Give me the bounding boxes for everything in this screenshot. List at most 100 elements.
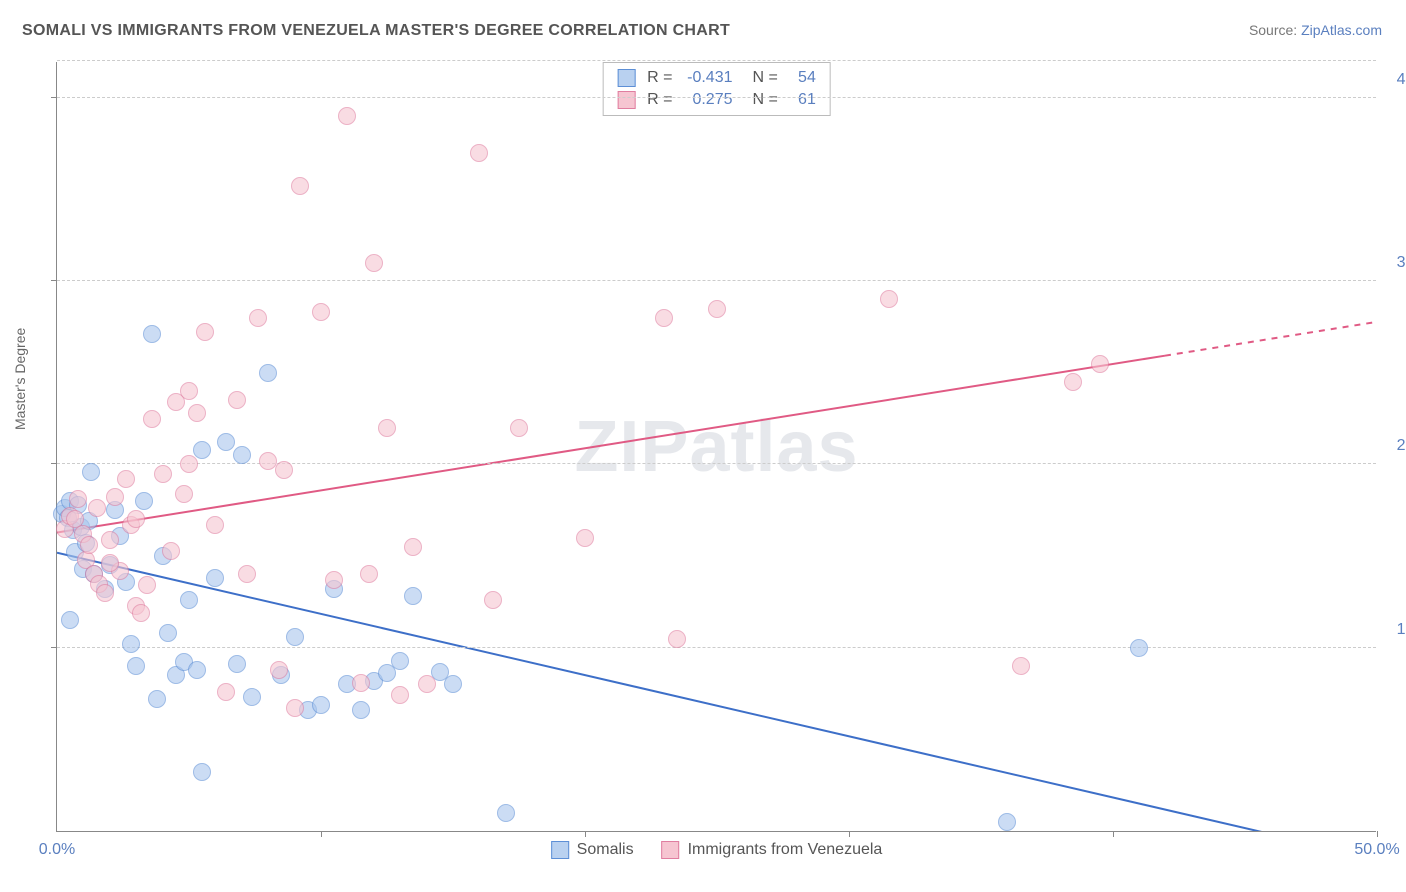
scatter-point bbox=[132, 604, 150, 622]
scatter-point bbox=[233, 446, 251, 464]
stats-row-venezuela: R = 0.275 N = 61 bbox=[603, 89, 830, 111]
gridline-h bbox=[57, 97, 1376, 98]
stats-row-somalis: R = -0.431 N = 54 bbox=[603, 67, 830, 89]
scatter-point bbox=[391, 686, 409, 704]
scatter-point bbox=[312, 303, 330, 321]
scatter-point bbox=[1064, 373, 1082, 391]
scatter-point bbox=[880, 290, 898, 308]
scatter-point bbox=[122, 635, 140, 653]
legend-label-venezuela: Immigrants from Venezuela bbox=[688, 841, 883, 859]
r-value-somalis: -0.431 bbox=[681, 69, 733, 87]
x-axis-tick-mark bbox=[585, 831, 586, 837]
source-attribution: Source: ZipAtlas.com bbox=[1249, 22, 1382, 38]
n-label: N = bbox=[753, 91, 778, 109]
x-tick-label: 50.0% bbox=[1354, 841, 1399, 859]
scatter-point bbox=[1130, 639, 1148, 657]
scatter-point bbox=[138, 576, 156, 594]
correlation-stats-box: R = -0.431 N = 54 R = 0.275 N = 61 bbox=[602, 62, 831, 116]
n-value-venezuela: 61 bbox=[786, 91, 816, 109]
y-tick-label: 20.0% bbox=[1397, 437, 1406, 455]
scatter-point bbox=[193, 763, 211, 781]
scatter-point bbox=[243, 688, 261, 706]
scatter-point bbox=[61, 611, 79, 629]
scatter-point bbox=[206, 569, 224, 587]
scatter-point bbox=[365, 254, 383, 272]
x-axis-tick-mark bbox=[1113, 831, 1114, 837]
y-tick-label: 40.0% bbox=[1397, 71, 1406, 89]
source-link[interactable]: ZipAtlas.com bbox=[1301, 22, 1382, 38]
scatter-point bbox=[360, 565, 378, 583]
scatter-point bbox=[352, 674, 370, 692]
scatter-point bbox=[708, 300, 726, 318]
x-tick-label: 0.0% bbox=[39, 841, 75, 859]
swatch-pink-icon bbox=[617, 91, 635, 109]
scatter-point bbox=[101, 531, 119, 549]
scatter-point bbox=[217, 683, 235, 701]
scatter-point bbox=[404, 538, 422, 556]
scatter-point bbox=[180, 455, 198, 473]
x-axis-tick-mark bbox=[321, 831, 322, 837]
scatter-point bbox=[1091, 355, 1109, 373]
legend-label-somalis: Somalis bbox=[577, 841, 634, 859]
y-tick-label: 10.0% bbox=[1397, 621, 1406, 639]
scatter-point bbox=[180, 591, 198, 609]
scatter-point bbox=[175, 485, 193, 503]
scatter-point bbox=[497, 804, 515, 822]
n-value-somalis: 54 bbox=[786, 69, 816, 87]
scatter-point bbox=[338, 107, 356, 125]
y-axis-tick-mark bbox=[51, 647, 57, 648]
scatter-point bbox=[444, 675, 462, 693]
swatch-blue-icon bbox=[551, 841, 569, 859]
scatter-point bbox=[238, 565, 256, 583]
scatter-point bbox=[80, 536, 98, 554]
scatter-point bbox=[352, 701, 370, 719]
scatter-point bbox=[270, 661, 288, 679]
scatter-point bbox=[135, 492, 153, 510]
scatter-point bbox=[418, 675, 436, 693]
r-label: R = bbox=[647, 91, 672, 109]
gridline-h bbox=[57, 280, 1376, 281]
scatter-point bbox=[127, 657, 145, 675]
scatter-point bbox=[217, 433, 235, 451]
scatter-point bbox=[206, 516, 224, 534]
scatter-point bbox=[275, 461, 293, 479]
scatter-point bbox=[378, 419, 396, 437]
y-axis-tick-mark bbox=[51, 97, 57, 98]
r-value-venezuela: 0.275 bbox=[681, 91, 733, 109]
scatter-point bbox=[96, 584, 114, 602]
legend: Somalis Immigrants from Venezuela bbox=[551, 841, 883, 859]
scatter-point bbox=[180, 382, 198, 400]
scatter-point bbox=[286, 628, 304, 646]
scatter-point bbox=[668, 630, 686, 648]
scatter-point bbox=[188, 661, 206, 679]
gridline-h bbox=[57, 60, 1376, 61]
scatter-point bbox=[655, 309, 673, 327]
scatter-point bbox=[69, 490, 87, 508]
scatter-point bbox=[101, 554, 119, 572]
scatter-point bbox=[510, 419, 528, 437]
y-tick-label: 30.0% bbox=[1397, 254, 1406, 272]
gridline-h bbox=[57, 647, 1376, 648]
r-label: R = bbox=[647, 69, 672, 87]
scatter-point bbox=[404, 587, 422, 605]
scatter-point bbox=[88, 499, 106, 517]
scatter-point bbox=[286, 699, 304, 717]
scatter-point bbox=[576, 529, 594, 547]
scatter-plot-area: ZIPatlas R = -0.431 N = 54 R = 0.275 N =… bbox=[56, 62, 1376, 832]
gridline-h bbox=[57, 463, 1376, 464]
scatter-point bbox=[196, 323, 214, 341]
swatch-pink-icon bbox=[662, 841, 680, 859]
scatter-point bbox=[1012, 657, 1030, 675]
scatter-point bbox=[127, 510, 145, 528]
scatter-point bbox=[312, 696, 330, 714]
scatter-point bbox=[193, 441, 211, 459]
scatter-point bbox=[249, 309, 267, 327]
scatter-point bbox=[106, 488, 124, 506]
n-label: N = bbox=[753, 69, 778, 87]
scatter-point bbox=[162, 542, 180, 560]
scatter-point bbox=[188, 404, 206, 422]
scatter-point bbox=[391, 652, 409, 670]
scatter-point bbox=[117, 470, 135, 488]
scatter-point bbox=[82, 463, 100, 481]
scatter-point bbox=[259, 364, 277, 382]
